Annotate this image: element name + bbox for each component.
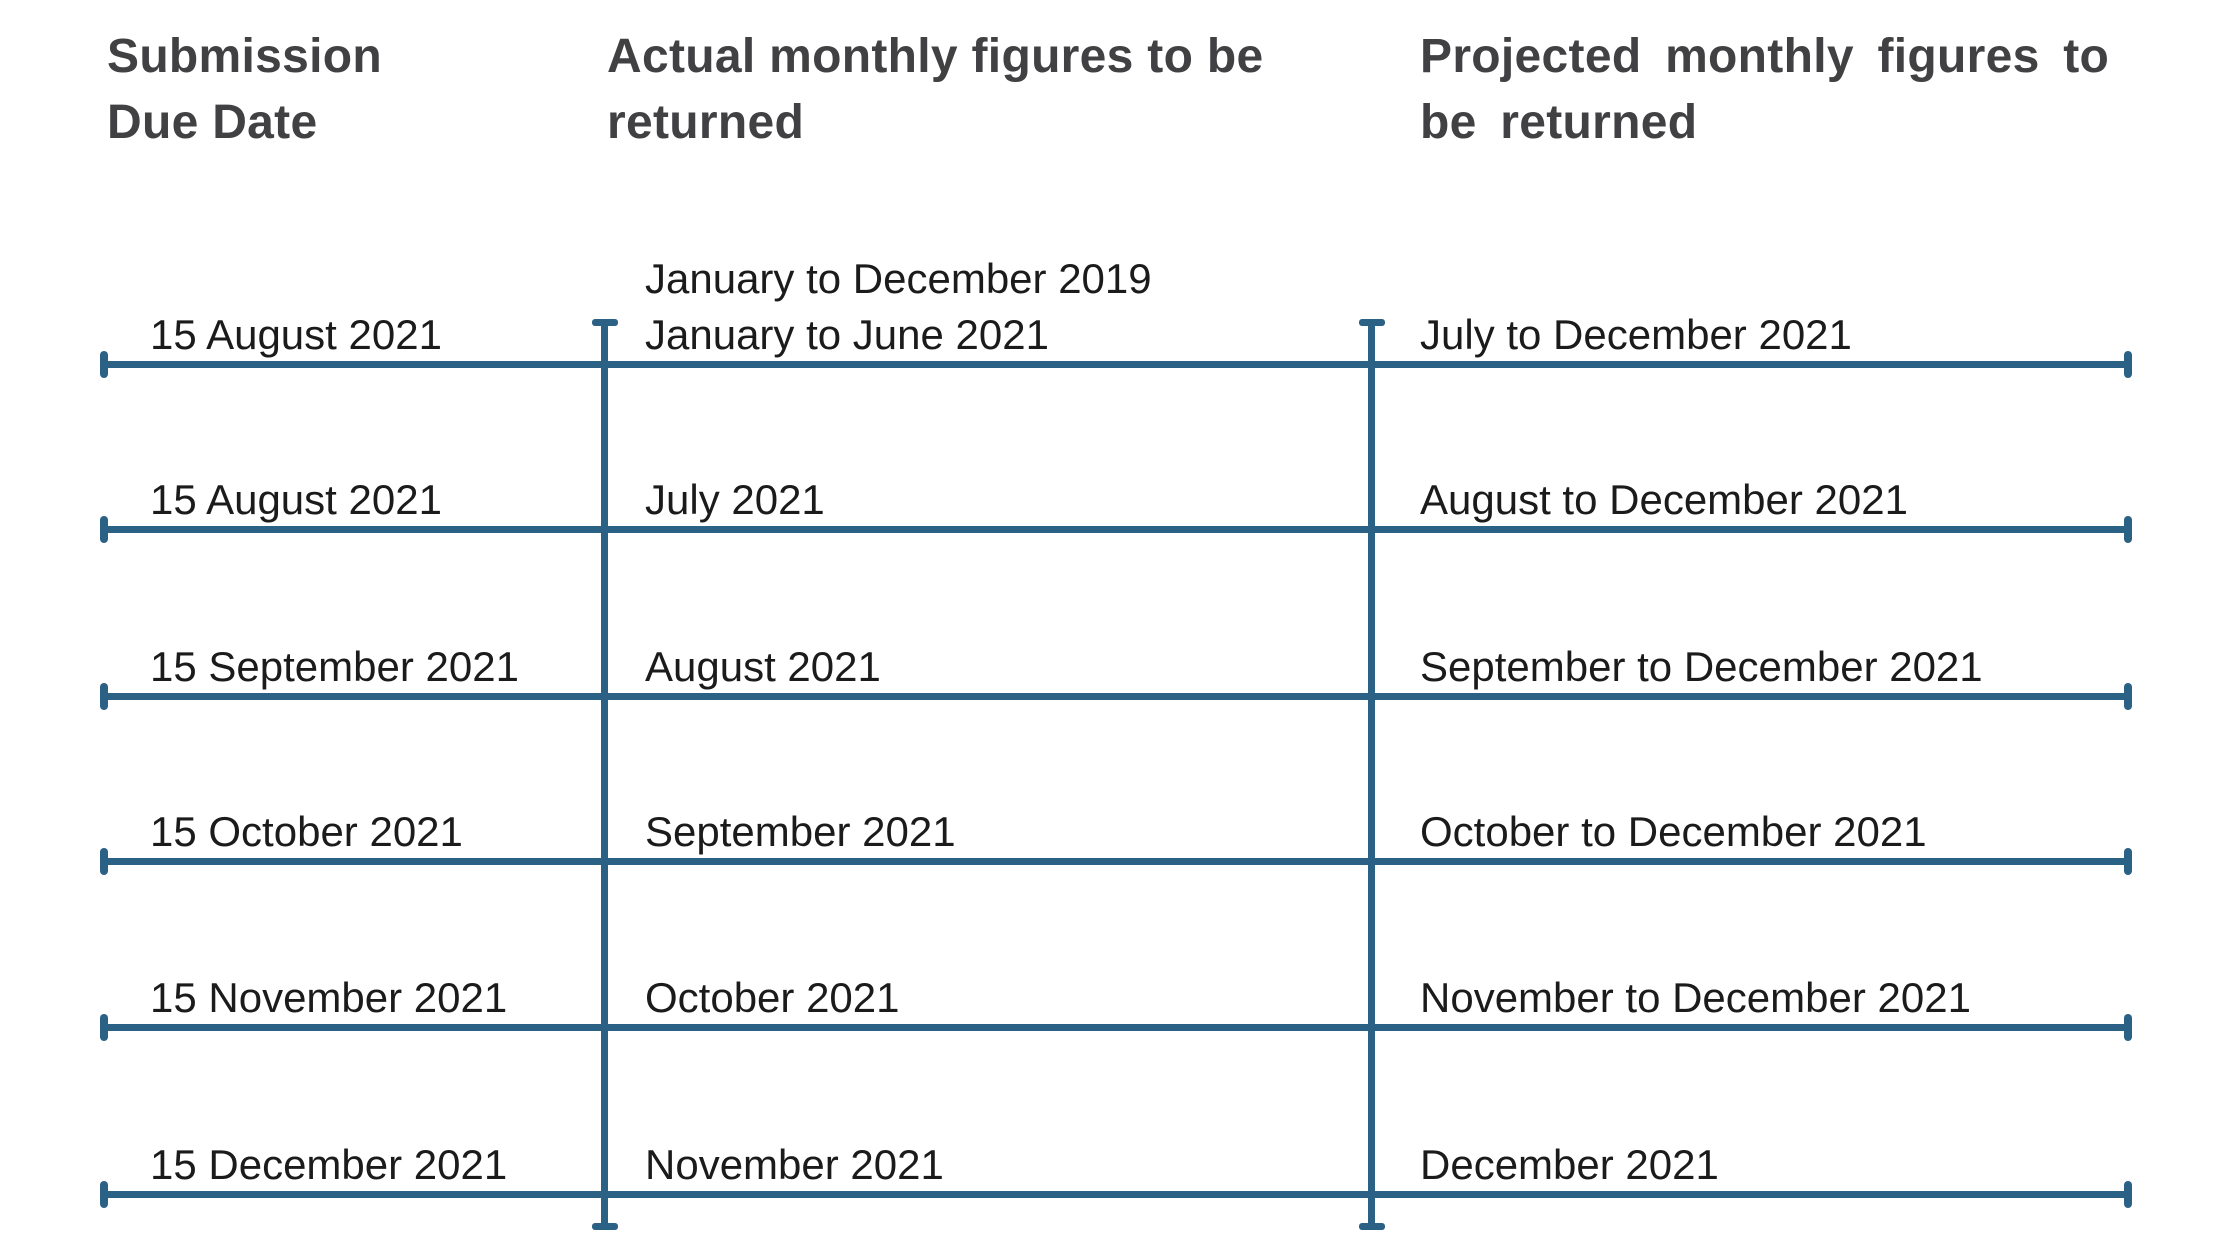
line-end-cap xyxy=(2124,351,2132,378)
actual-figures-label: October 2021 xyxy=(645,974,900,1021)
row-underline xyxy=(100,516,2132,543)
projected-figures-label: November to December 2021 xyxy=(1420,974,1971,1021)
row-underline xyxy=(100,848,2132,875)
line-end-cap xyxy=(100,683,108,710)
projected-figures-label: September to December 2021 xyxy=(1420,643,1983,690)
actual-figures-label: January to December 2019 January to June… xyxy=(645,251,1152,363)
projected-figures-label: July to December 2021 xyxy=(1420,311,1852,358)
column-header-actual-figures: Actual monthly figures to be returned xyxy=(607,30,1264,149)
row-underline xyxy=(100,683,2132,710)
line-end-cap xyxy=(591,319,618,326)
projected-figures-label: October to December 2021 xyxy=(1420,808,1927,855)
line-end-cap xyxy=(2124,1181,2132,1208)
due-date-label: 15 November 2021 xyxy=(150,974,508,1021)
due-date-label: 15 December 2021 xyxy=(150,1141,508,1188)
line-end-cap xyxy=(100,351,108,378)
actual-figures-label: November 2021 xyxy=(645,1141,944,1188)
column-divider-line-2 xyxy=(1358,319,1385,1230)
line-end-cap xyxy=(1358,319,1385,326)
column-header-projected-figures: Projected monthly figures to be returned xyxy=(1420,30,2110,149)
row-underline xyxy=(100,1181,2132,1208)
due-date-label: 15 August 2021 xyxy=(150,476,442,523)
line-end-cap xyxy=(591,1223,618,1230)
line-end-cap xyxy=(100,848,108,875)
line-end-cap xyxy=(100,516,108,543)
actual-figures-line-2: January to June 2021 xyxy=(645,311,1049,358)
line-end-cap xyxy=(1358,1223,1385,1230)
actual-figures-label: August 2021 xyxy=(645,643,881,690)
actual-figures-label: July 2021 xyxy=(645,476,825,523)
due-date-label: 15 September 2021 xyxy=(150,643,519,690)
line-end-cap xyxy=(2124,683,2132,710)
line-end-cap xyxy=(100,1181,108,1208)
actual-figures-label: September 2021 xyxy=(645,808,956,855)
projected-figures-label: August to December 2021 xyxy=(1420,476,1908,523)
line-end-cap xyxy=(100,1014,108,1041)
line-end-cap xyxy=(2124,516,2132,543)
projected-figures-label: December 2021 xyxy=(1420,1141,1719,1188)
column-header-submission-due-date: Submission Due Date xyxy=(107,30,383,149)
column-divider-line-1 xyxy=(591,319,618,1230)
due-date-label: 15 August 2021 xyxy=(150,311,442,358)
actual-figures-line-1: January to December 2019 xyxy=(645,255,1152,302)
line-end-cap xyxy=(2124,848,2132,875)
row-underline xyxy=(100,351,2132,378)
due-date-label: 15 October 2021 xyxy=(150,808,463,855)
line-end-cap xyxy=(2124,1014,2132,1041)
row-underline xyxy=(100,1014,2132,1041)
